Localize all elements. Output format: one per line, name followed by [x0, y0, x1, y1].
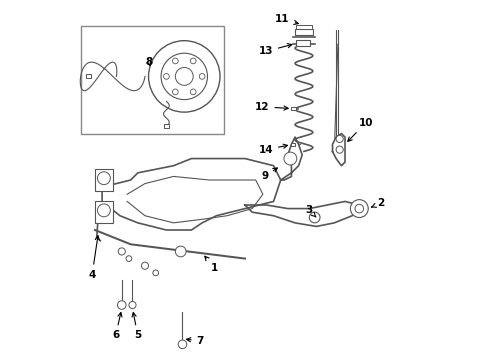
Text: 8: 8: [145, 57, 152, 67]
Circle shape: [118, 248, 125, 255]
Circle shape: [309, 212, 320, 223]
Circle shape: [126, 256, 132, 261]
Bar: [81, 26, 223, 134]
Bar: [95, 169, 113, 191]
Text: 11: 11: [275, 14, 298, 24]
Circle shape: [190, 89, 196, 95]
Circle shape: [336, 146, 343, 153]
Polygon shape: [102, 158, 281, 230]
Circle shape: [172, 89, 178, 95]
Circle shape: [98, 204, 110, 217]
Text: 2: 2: [371, 198, 384, 208]
Circle shape: [355, 204, 364, 213]
Circle shape: [178, 340, 187, 348]
Text: 12: 12: [255, 102, 288, 112]
Bar: [164, 124, 169, 128]
Circle shape: [284, 152, 297, 165]
Polygon shape: [281, 137, 302, 180]
Circle shape: [190, 58, 196, 64]
Bar: [296, 24, 312, 29]
Circle shape: [161, 53, 207, 100]
Text: 10: 10: [348, 118, 373, 141]
Polygon shape: [245, 202, 359, 226]
Bar: [86, 73, 92, 78]
Circle shape: [336, 135, 343, 143]
Circle shape: [175, 67, 193, 85]
Text: 6: 6: [112, 312, 122, 341]
Text: 1: 1: [205, 256, 218, 273]
Circle shape: [350, 200, 368, 217]
Circle shape: [172, 58, 178, 64]
Bar: [291, 143, 295, 146]
Circle shape: [142, 262, 148, 269]
Bar: [95, 202, 113, 223]
Circle shape: [129, 301, 136, 309]
Text: 3: 3: [306, 205, 316, 217]
Bar: [292, 107, 296, 110]
Text: 13: 13: [258, 44, 292, 57]
Bar: [295, 29, 313, 35]
Text: 4: 4: [88, 236, 99, 280]
Circle shape: [118, 301, 126, 309]
Circle shape: [153, 270, 159, 276]
Bar: [296, 40, 310, 46]
Circle shape: [148, 41, 220, 112]
Text: 9: 9: [261, 168, 277, 181]
Text: 5: 5: [132, 312, 142, 341]
Text: 14: 14: [258, 144, 288, 155]
Circle shape: [98, 172, 110, 185]
Text: 7: 7: [187, 336, 204, 346]
Polygon shape: [333, 134, 345, 166]
Circle shape: [164, 73, 169, 79]
Circle shape: [199, 73, 205, 79]
Circle shape: [175, 246, 186, 257]
